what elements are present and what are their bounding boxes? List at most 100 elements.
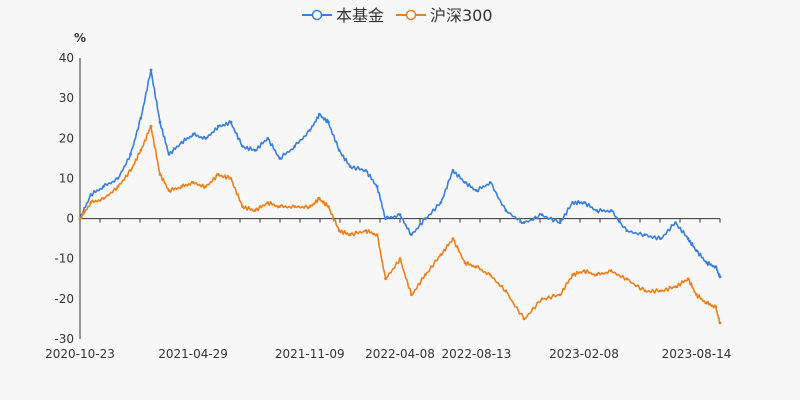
data-point xyxy=(308,128,312,132)
y-tick-label: -10 xyxy=(54,252,74,266)
series-line-fund xyxy=(79,69,721,277)
data-point xyxy=(229,177,233,180)
data-point xyxy=(375,233,379,237)
series-line-index xyxy=(79,125,721,324)
data-point xyxy=(522,317,526,321)
data-point xyxy=(167,152,171,156)
data-point xyxy=(293,205,297,208)
legend-marker-index xyxy=(405,9,417,21)
data-point xyxy=(293,144,297,148)
data-point xyxy=(364,169,368,172)
data-point xyxy=(102,197,105,200)
data-point xyxy=(167,189,171,192)
data-point xyxy=(643,233,647,237)
data-point xyxy=(89,193,93,196)
legend[interactable]: 本基金 沪深300 xyxy=(302,6,493,25)
data-point xyxy=(129,169,132,172)
data-point xyxy=(398,257,402,261)
data-point xyxy=(318,197,321,200)
data-point xyxy=(375,185,379,188)
data-point xyxy=(158,120,162,124)
y-axis-ticks: 40 30 20 10 0 -10 -20 -30 xyxy=(54,51,720,346)
x-axis-ticks: 2020-10-23 2021-04-29 2021-11-09 2022-04-08… xyxy=(45,218,731,361)
data-point xyxy=(718,321,722,325)
data-point xyxy=(558,221,562,225)
data-point xyxy=(384,277,387,281)
data-point xyxy=(582,269,586,273)
data-point xyxy=(488,181,492,184)
data-point xyxy=(463,181,467,184)
data-point xyxy=(705,261,709,265)
data-point xyxy=(266,136,270,140)
data-point xyxy=(241,205,244,208)
y-axis-unit: % xyxy=(74,31,86,45)
data-point xyxy=(451,237,455,241)
data-point xyxy=(423,273,427,277)
data-point xyxy=(89,201,93,204)
data-point xyxy=(337,229,341,233)
legend-item-fund[interactable]: 本基金 xyxy=(302,6,384,25)
x-tick-label: 2021-11-09 xyxy=(275,347,345,361)
data-point xyxy=(149,124,153,128)
data-point xyxy=(253,209,257,212)
data-point xyxy=(327,205,330,208)
data-point xyxy=(674,221,677,225)
data-point xyxy=(451,169,455,172)
data-point xyxy=(540,213,544,217)
legend-label-index: 沪深300 xyxy=(430,6,493,25)
data-point xyxy=(609,209,613,212)
data-point xyxy=(158,173,162,176)
data-point xyxy=(475,265,478,269)
data-point xyxy=(348,165,352,168)
x-tick-label: 2023-02-08 xyxy=(549,347,619,361)
data-point xyxy=(398,213,402,217)
y-tick-label: 20 xyxy=(59,131,74,145)
data-point xyxy=(504,289,508,293)
y-tick-label: -30 xyxy=(54,332,74,346)
data-point xyxy=(364,229,368,233)
data-point xyxy=(504,209,508,212)
data-point xyxy=(595,209,599,212)
data-point xyxy=(149,68,153,72)
data-point xyxy=(595,273,599,277)
data-point xyxy=(278,205,282,208)
data-point xyxy=(204,185,208,188)
data-point xyxy=(695,249,698,253)
data-point xyxy=(558,293,562,297)
data-point xyxy=(191,181,195,184)
legend-item-index[interactable]: 沪深300 xyxy=(396,6,493,25)
series-layer xyxy=(78,68,722,325)
data-point xyxy=(439,253,443,257)
data-point xyxy=(318,112,321,116)
y-tick-label: -20 xyxy=(54,292,74,306)
data-point xyxy=(571,273,574,277)
data-point xyxy=(191,132,195,136)
data-point xyxy=(686,237,690,241)
data-point xyxy=(129,152,132,156)
data-point xyxy=(410,233,413,237)
data-point xyxy=(695,293,698,297)
data-point xyxy=(266,201,270,204)
data-point xyxy=(705,301,709,305)
data-point xyxy=(625,229,629,233)
data-point xyxy=(180,140,184,144)
data-point xyxy=(337,148,341,152)
x-tick-label: 2021-04-29 xyxy=(158,347,228,361)
data-point xyxy=(216,124,220,128)
data-point xyxy=(582,201,586,204)
data-point xyxy=(686,277,690,281)
data-point xyxy=(488,273,492,277)
data-point xyxy=(625,277,629,281)
legend-marker-fund xyxy=(311,9,323,21)
data-point xyxy=(714,265,718,269)
y-tick-label: 40 xyxy=(59,51,74,65)
y-tick-label: 10 xyxy=(59,171,74,185)
data-point xyxy=(139,116,143,120)
data-point xyxy=(643,289,647,293)
data-point xyxy=(718,275,722,279)
data-point xyxy=(78,217,82,221)
data-point xyxy=(229,120,233,124)
data-point xyxy=(609,269,613,273)
y-tick-label: 30 xyxy=(59,91,74,105)
